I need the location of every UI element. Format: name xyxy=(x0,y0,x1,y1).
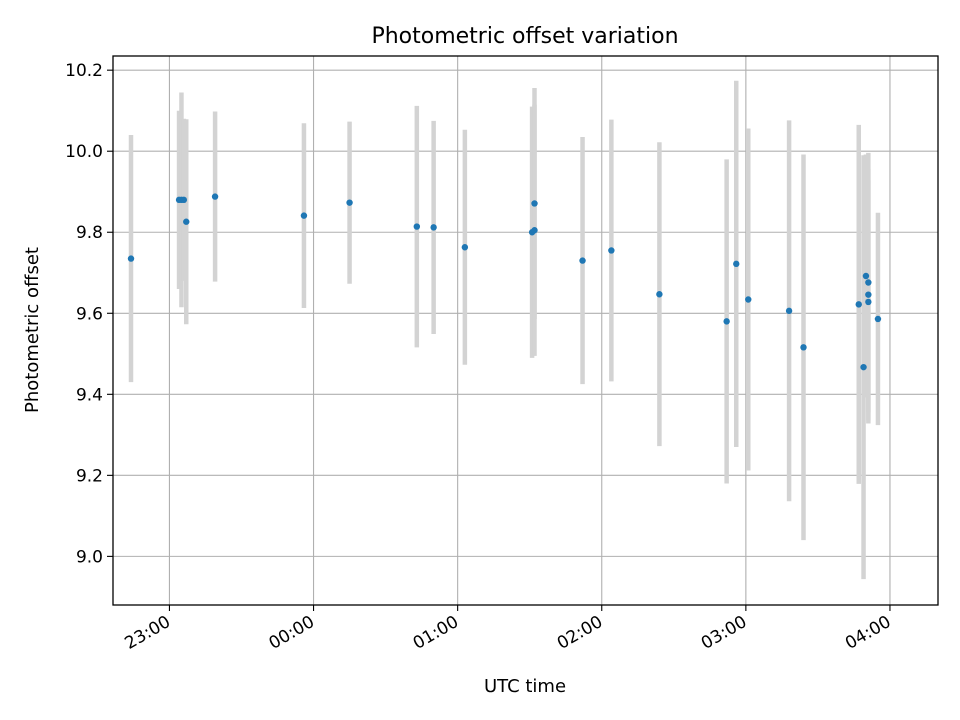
data-points xyxy=(127,193,882,371)
data-point xyxy=(127,255,135,262)
chart-title: Photometric offset variation xyxy=(371,24,678,49)
grid-lines xyxy=(113,56,938,605)
data-point xyxy=(579,257,586,264)
data-point xyxy=(865,298,872,306)
data-point xyxy=(723,318,730,325)
y-tick-label: 10.0 xyxy=(65,142,103,162)
data-point xyxy=(874,315,882,323)
data-point xyxy=(865,291,872,298)
data-point xyxy=(800,344,807,351)
data-point xyxy=(862,272,870,280)
y-tick-label: 9.6 xyxy=(76,304,103,324)
data-point xyxy=(855,301,862,308)
data-point xyxy=(608,247,615,254)
y-axis-ticks: 9.0 9.2 9.4 9.6 9.8 10.0 10.2 xyxy=(65,61,113,567)
y-tick-label: 9.2 xyxy=(76,466,103,486)
y-axis-label: Photometric offset xyxy=(22,247,43,413)
y-tick-label: 9.8 xyxy=(76,223,103,243)
data-point xyxy=(180,196,188,204)
data-point xyxy=(733,260,740,268)
y-tick-label: 9.4 xyxy=(76,385,103,405)
data-point xyxy=(656,291,663,298)
data-point xyxy=(413,223,421,230)
data-point xyxy=(430,224,437,231)
data-point xyxy=(346,199,353,206)
data-point xyxy=(183,218,190,225)
data-point xyxy=(860,363,867,371)
y-tick-label: 9.0 xyxy=(76,547,103,567)
data-point xyxy=(531,200,538,207)
data-point xyxy=(300,212,308,219)
data-point xyxy=(211,193,219,200)
data-point xyxy=(745,296,752,303)
data-point xyxy=(785,307,793,315)
plot-frame xyxy=(112,55,939,606)
y-tick-label: 10.2 xyxy=(65,61,103,81)
data-point xyxy=(865,279,872,286)
x-axis-label: UTC time xyxy=(484,676,566,697)
data-point xyxy=(461,244,469,251)
data-point xyxy=(531,227,538,234)
